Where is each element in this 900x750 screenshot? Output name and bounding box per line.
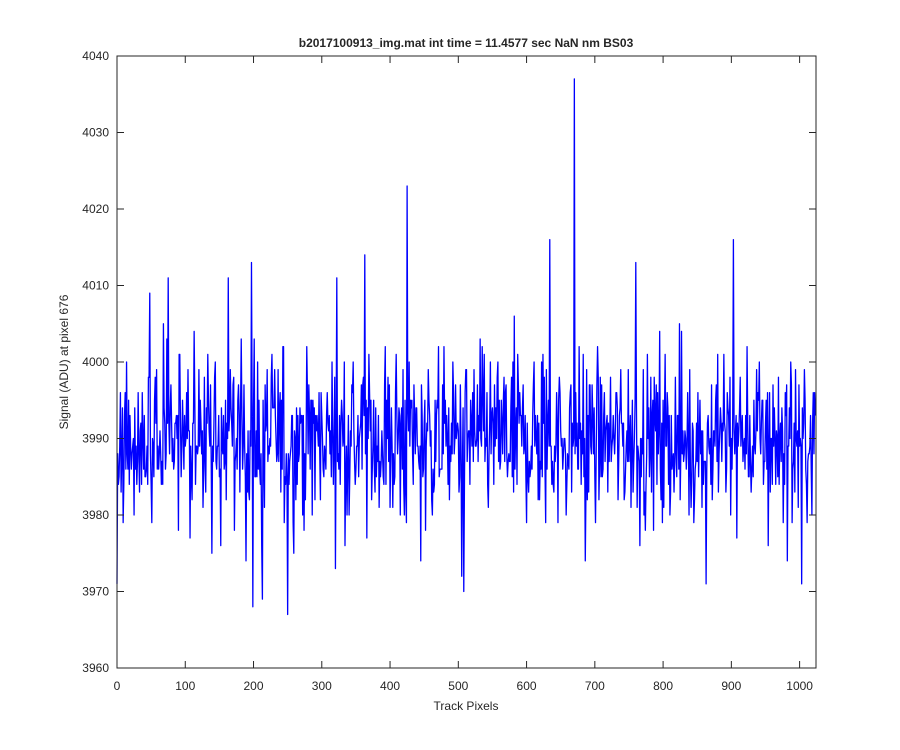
x-tick-label: 700 [585, 679, 605, 693]
y-tick-label: 3960 [82, 661, 109, 675]
y-tick-label: 3990 [82, 432, 109, 446]
y-tick-label: 4000 [82, 355, 109, 369]
y-tick-label: 3980 [82, 508, 109, 522]
y-tick-label: 4030 [82, 126, 109, 140]
y-tick-label: 3970 [82, 585, 109, 599]
x-ticks: 0 100 200 300 400 500 600 700 800 900 1000 [114, 56, 813, 693]
series-layer [116, 78, 816, 616]
chart-title: b2017100913_img.mat int time = 11.4577 s… [299, 36, 634, 50]
x-tick-label: 600 [517, 679, 537, 693]
x-tick-label: 1000 [786, 679, 813, 693]
x-axis-label: Track Pixels [434, 699, 499, 713]
x-tick-label: 0 [114, 679, 121, 693]
x-tick-label: 800 [653, 679, 673, 693]
y-tick-label: 4010 [82, 279, 109, 293]
x-tick-label: 900 [721, 679, 741, 693]
y-ticks: 3960 3970 3980 3990 4000 4010 4020 4030 4040 [82, 49, 816, 675]
y-tick-label: 4020 [82, 202, 109, 216]
x-tick-label: 200 [244, 679, 264, 693]
series-line [116, 78, 816, 616]
x-tick-label: 100 [175, 679, 195, 693]
x-tick-label: 300 [312, 679, 332, 693]
plot-area [117, 56, 816, 668]
y-axis-label: Signal (ADU) at pixel 676 [57, 294, 71, 429]
x-tick-label: 500 [448, 679, 468, 693]
x-tick-label: 400 [380, 679, 400, 693]
y-tick-label: 4040 [82, 49, 109, 63]
